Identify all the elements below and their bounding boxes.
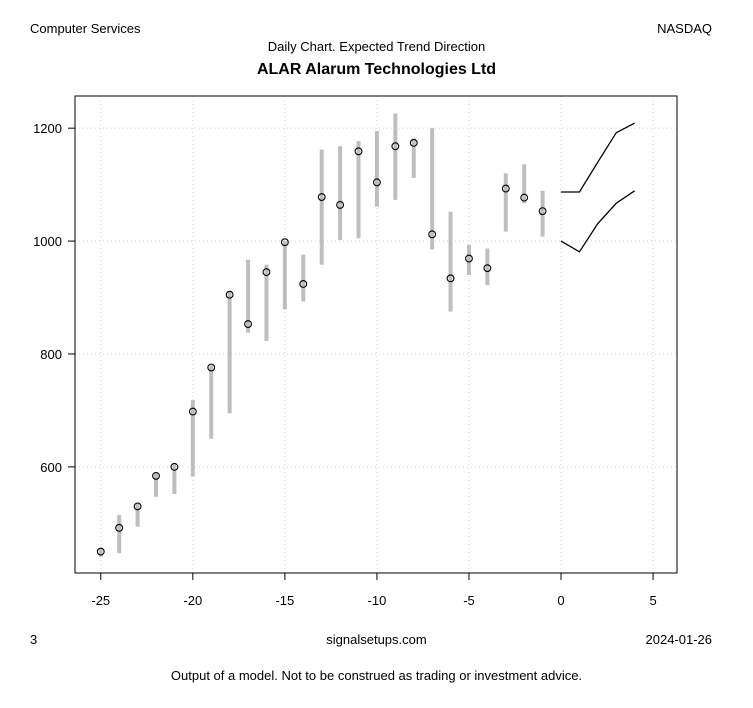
close-marker	[409, 138, 418, 147]
y-axis-tick-label: 800	[40, 347, 62, 362]
close-marker	[152, 471, 160, 480]
close-marker	[354, 147, 363, 156]
close-marker	[299, 280, 308, 288]
close-marker	[207, 363, 216, 372]
x-axis-tick-label: 0	[557, 593, 564, 608]
close-marker	[115, 523, 124, 532]
chart-subtitle: Daily Chart. Expected Trend Direction	[267, 39, 486, 54]
close-marker	[336, 200, 345, 209]
close-marker	[428, 230, 437, 239]
x-axis-tick-label: -10	[368, 593, 387, 608]
close-marker	[170, 462, 179, 471]
close-marker	[280, 238, 289, 247]
close-marker	[262, 268, 271, 277]
close-marker	[538, 207, 547, 216]
footer-disclaimer: Output of a model. Not to be construed a…	[170, 668, 583, 683]
close-marker	[225, 290, 234, 299]
close-marker	[96, 547, 105, 556]
close-marker	[372, 178, 381, 187]
close-marker	[188, 407, 197, 416]
y-axis-tick-label: 600	[40, 460, 62, 475]
footer-page-number: 3	[30, 632, 38, 647]
x-axis-tick-label: -20	[183, 593, 202, 608]
forecast-upper-line	[561, 122, 635, 193]
x-axis-tick-label: -15	[275, 593, 294, 608]
x-axis-tick-label: 5	[649, 593, 656, 608]
chart-title: ALAR Alarum Technologies Ltd	[256, 61, 497, 78]
sector-label: Computer Services	[30, 21, 141, 36]
close-marker	[446, 274, 455, 283]
close-marker	[483, 264, 492, 273]
y-axis-tick-label: 1000	[33, 234, 62, 249]
close-marker	[501, 184, 510, 193]
close-marker	[244, 320, 253, 329]
close-marker	[391, 142, 400, 151]
x-axis-tick-label: -5	[463, 593, 475, 608]
axis-box	[74, 95, 678, 574]
exchange-label: NASDAQ	[657, 21, 712, 36]
close-marker	[465, 254, 473, 263]
footer-date: 2024-01-26	[645, 632, 713, 647]
close-marker	[520, 193, 529, 202]
footer-website: signalsetups.com	[326, 632, 427, 647]
close-marker	[317, 193, 326, 201]
close-marker	[133, 502, 142, 511]
x-axis-tick-label: -25	[91, 593, 110, 608]
y-axis-tick-label: 1200	[33, 121, 62, 136]
forecast-lower-line	[560, 190, 636, 253]
